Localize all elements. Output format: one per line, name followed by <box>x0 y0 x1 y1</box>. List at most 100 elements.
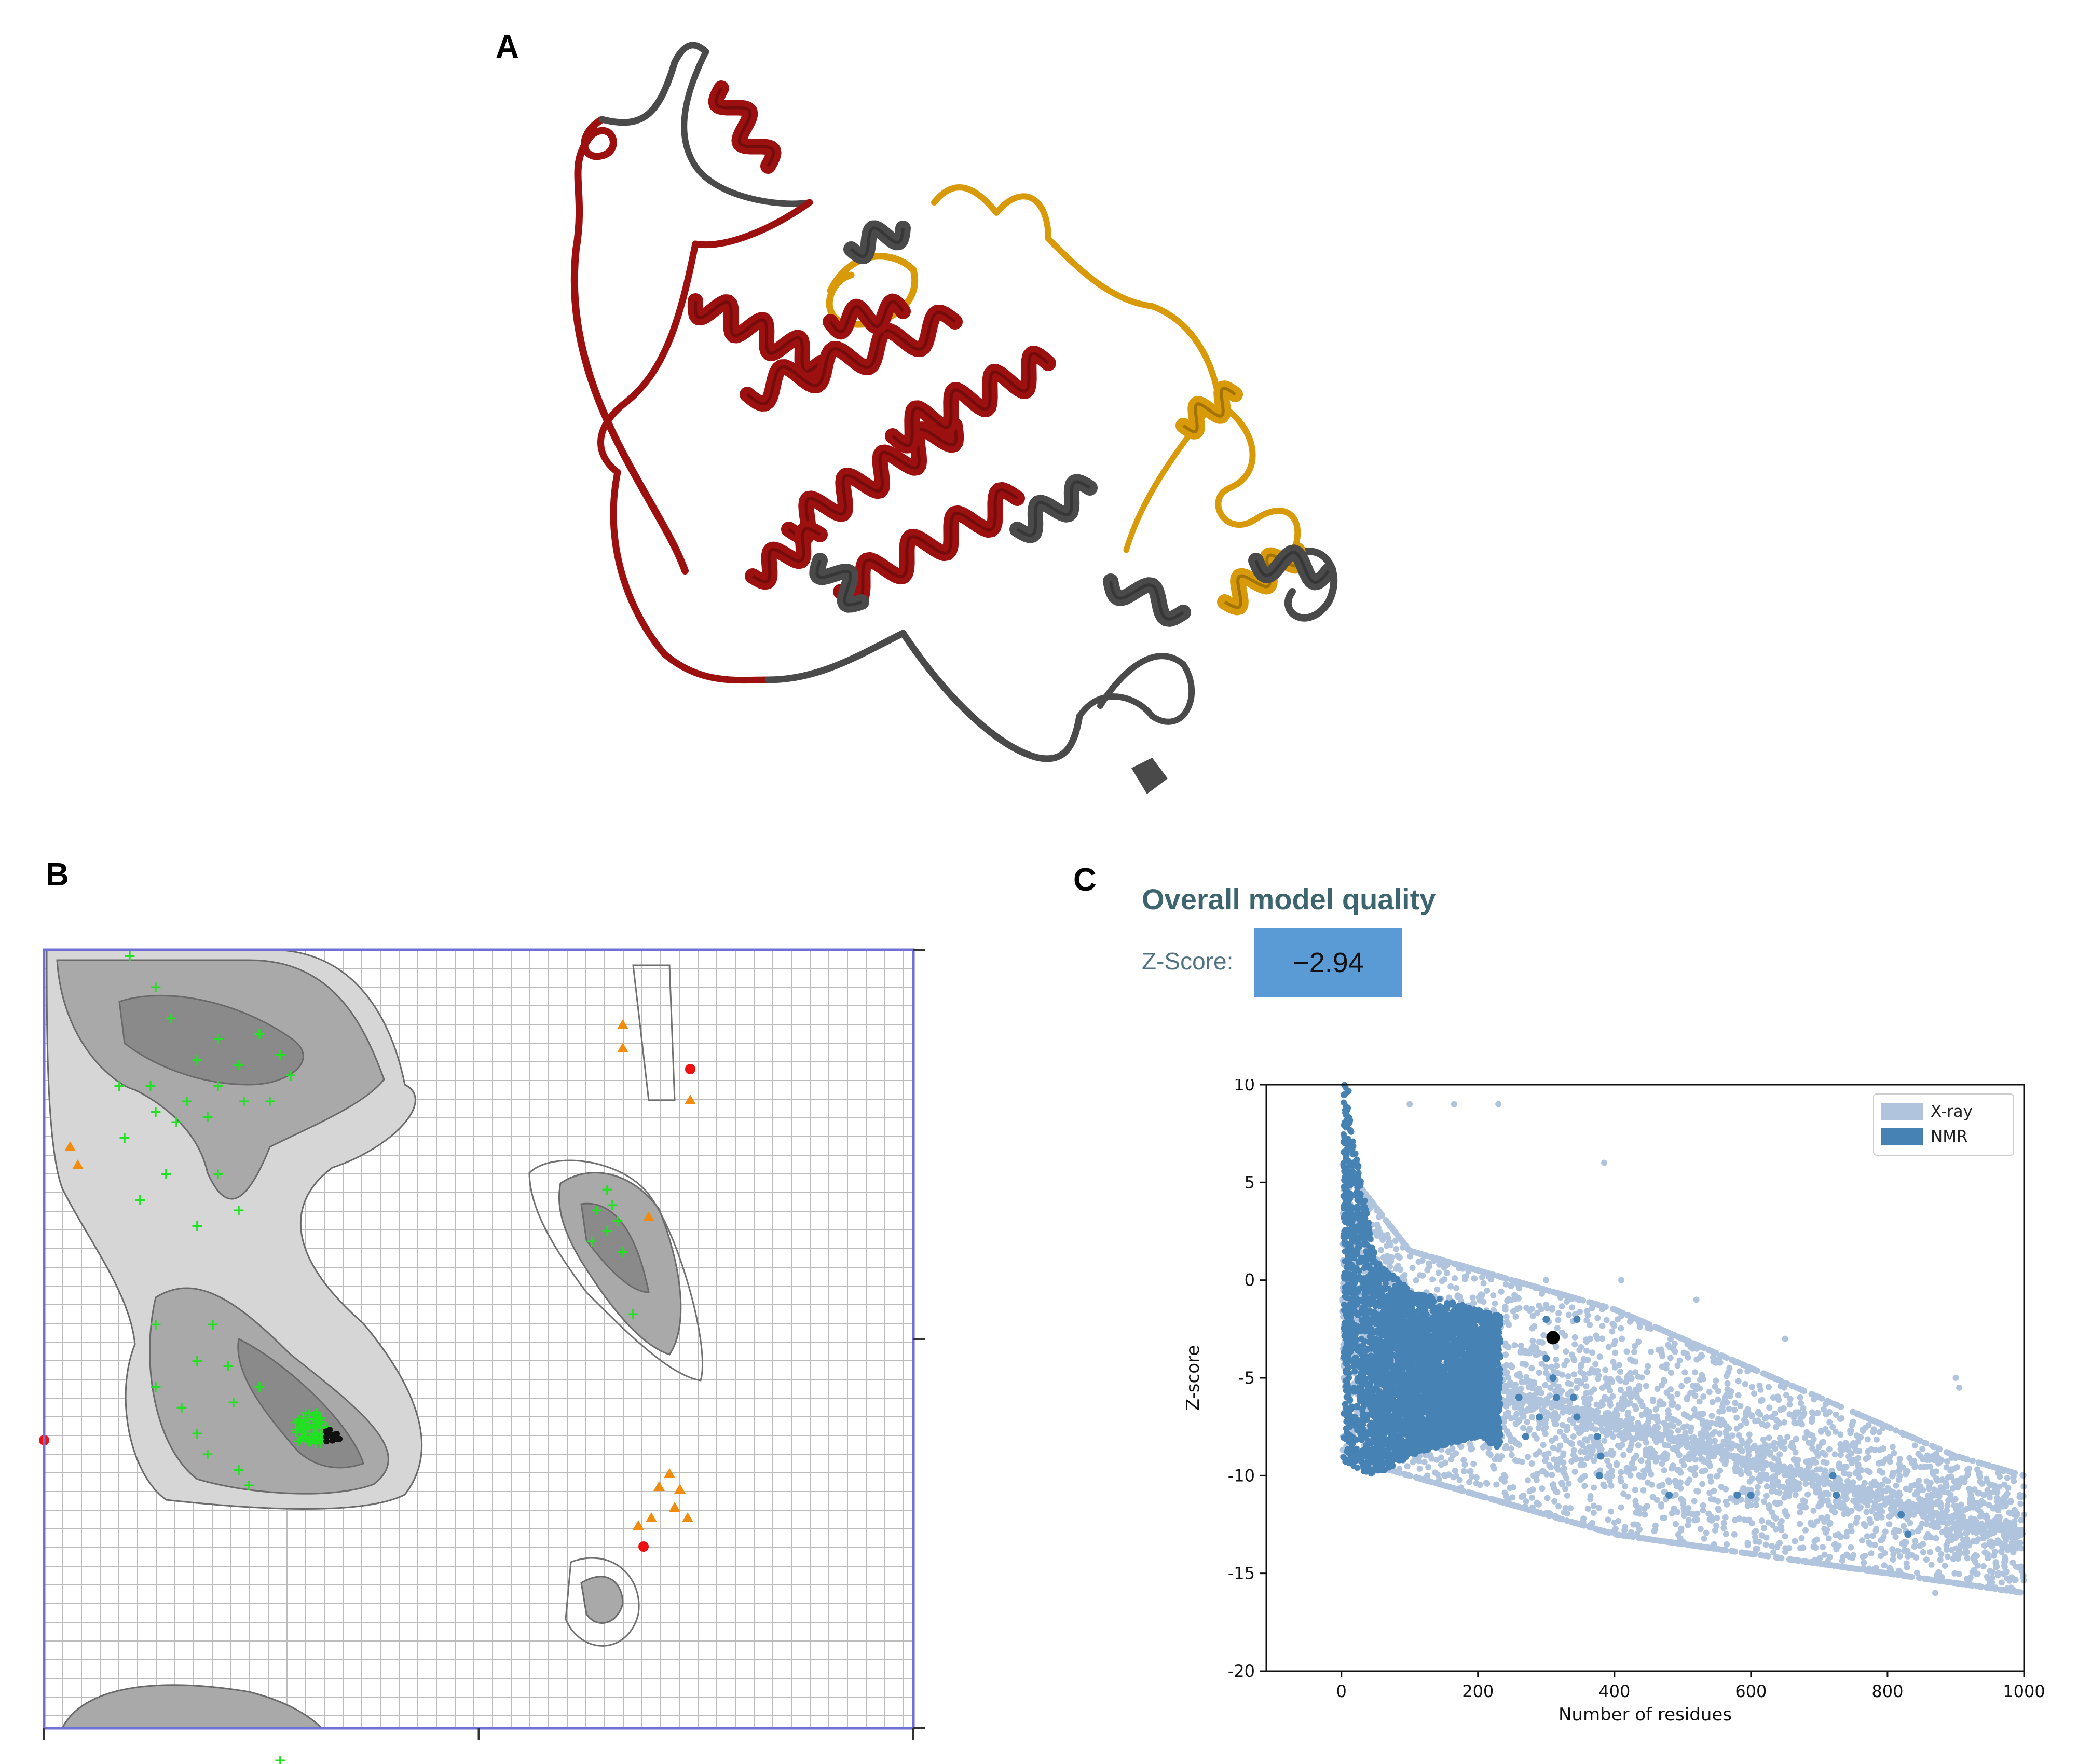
xray-point <box>1674 1390 1681 1397</box>
xray-point <box>1729 1357 1735 1363</box>
xray-point <box>1536 1370 1542 1376</box>
xray-point <box>1860 1565 1867 1571</box>
xray-point <box>1674 1483 1680 1489</box>
xray-point <box>1541 1452 1548 1458</box>
xray-point <box>1675 1404 1681 1411</box>
xray-point <box>1907 1520 1913 1526</box>
xray-point <box>1672 1478 1678 1484</box>
coil-segment <box>610 469 772 684</box>
xray-point <box>1540 1442 1547 1448</box>
xray-point <box>1714 1515 1720 1521</box>
xray-point <box>1829 1424 1836 1430</box>
xray-point <box>1841 1484 1848 1490</box>
xray-point <box>1809 1409 1815 1416</box>
xray-point <box>1899 1430 1906 1437</box>
favoured-residue-marker: + <box>305 1433 317 1450</box>
xray-point <box>1652 1458 1659 1465</box>
xray-point <box>1839 1557 1845 1564</box>
favoured-residue-marker: + <box>296 1428 308 1445</box>
favoured-residue-marker: + <box>311 1407 323 1424</box>
favoured-residue-marker: + <box>274 1046 286 1064</box>
xray-point <box>1627 1434 1634 1441</box>
xray-point <box>1784 1433 1791 1440</box>
favoured-residue-marker: + <box>308 1430 320 1447</box>
xray-point <box>1703 1529 1710 1536</box>
xray-point <box>1758 1532 1765 1539</box>
xray-point <box>1876 1446 1883 1453</box>
xray-point <box>1570 1447 1577 1454</box>
xray-point <box>1523 1361 1529 1368</box>
favoured-residue-marker: + <box>133 1191 146 1209</box>
xray-point <box>1767 1451 1773 1458</box>
xray-point <box>1910 1458 1917 1465</box>
xray-point <box>1700 1434 1706 1441</box>
favoured-residue-marker: + <box>590 1201 603 1220</box>
xray-point <box>1859 1537 1865 1544</box>
allowed-outline-small <box>565 1557 640 1647</box>
xray-point <box>1632 1343 1638 1349</box>
xray-point <box>1590 1300 1597 1307</box>
favoured-residue-marker: + <box>253 1378 266 1396</box>
xray-point <box>1781 1439 1787 1445</box>
xray-point <box>1640 1487 1647 1494</box>
xray-point <box>1970 1504 1977 1511</box>
xray-point <box>1392 1265 1399 1272</box>
xray-point <box>1442 1459 1448 1466</box>
favoured-residue-marker: + <box>291 1420 303 1438</box>
xray-point <box>1555 1503 1562 1510</box>
helix-edge <box>714 87 775 167</box>
xray-point <box>1692 1512 1699 1519</box>
xray-point <box>1391 1228 1398 1235</box>
favoured-residue-marker: + <box>290 1423 302 1440</box>
helix-edge <box>1016 480 1091 537</box>
xray-point <box>1708 1431 1715 1438</box>
xray-point <box>1553 1464 1560 1471</box>
favoured-residue-marker: + <box>307 1410 319 1427</box>
xray-point <box>1989 1543 1995 1550</box>
xray-point <box>1916 1437 1923 1444</box>
helix-segment <box>740 305 963 412</box>
xray-point <box>1731 1531 1738 1538</box>
favoured-residue-marker: + <box>304 1428 316 1445</box>
xray-point <box>1775 1460 1782 1467</box>
xray-point <box>1759 1397 1766 1403</box>
xray-point <box>1632 1498 1639 1505</box>
xray-point <box>1858 1490 1865 1497</box>
xray-point <box>1656 1483 1663 1489</box>
helix-segment <box>1103 573 1191 627</box>
xray-point <box>1821 1406 1827 1413</box>
favoured-residue-marker: + <box>310 1416 322 1433</box>
xray-point <box>1511 1277 1518 1284</box>
xray-point <box>1879 1469 1886 1476</box>
xray-point <box>1938 1551 1945 1557</box>
favoured-residue-marker: + <box>201 1445 214 1464</box>
xray-point <box>1763 1493 1770 1499</box>
xray-point <box>1503 1314 1510 1320</box>
favoured-residue-marker: + <box>310 1432 322 1449</box>
xray-point <box>1866 1516 1873 1523</box>
coil-segment <box>598 42 709 126</box>
xray-point <box>1708 1517 1715 1524</box>
helix-edge <box>1109 581 1184 621</box>
xray-point <box>1724 1355 1730 1361</box>
xray-point <box>1756 1539 1762 1545</box>
xray-point <box>1928 1561 1935 1568</box>
xray-point <box>1700 1502 1706 1509</box>
xray-point <box>1558 1481 1565 1488</box>
xray-point <box>1629 1415 1635 1422</box>
xray-point <box>1667 1355 1674 1361</box>
helix-edge <box>840 488 1018 602</box>
xray-point <box>1848 1450 1855 1457</box>
xray-point <box>1837 1452 1844 1458</box>
xray-point <box>1994 1514 2001 1521</box>
xray-point <box>1912 1538 1919 1544</box>
xray-point <box>1538 1360 1545 1367</box>
xray-point <box>1793 1486 1799 1493</box>
xray-point <box>1765 1553 1771 1560</box>
xray-point <box>1886 1453 1893 1460</box>
xray-point <box>1407 1472 1413 1479</box>
xray-point <box>1474 1492 1480 1498</box>
xray-point <box>1798 1535 1805 1541</box>
xray-point <box>1668 1400 1675 1406</box>
xray-point <box>1882 1528 1889 1535</box>
